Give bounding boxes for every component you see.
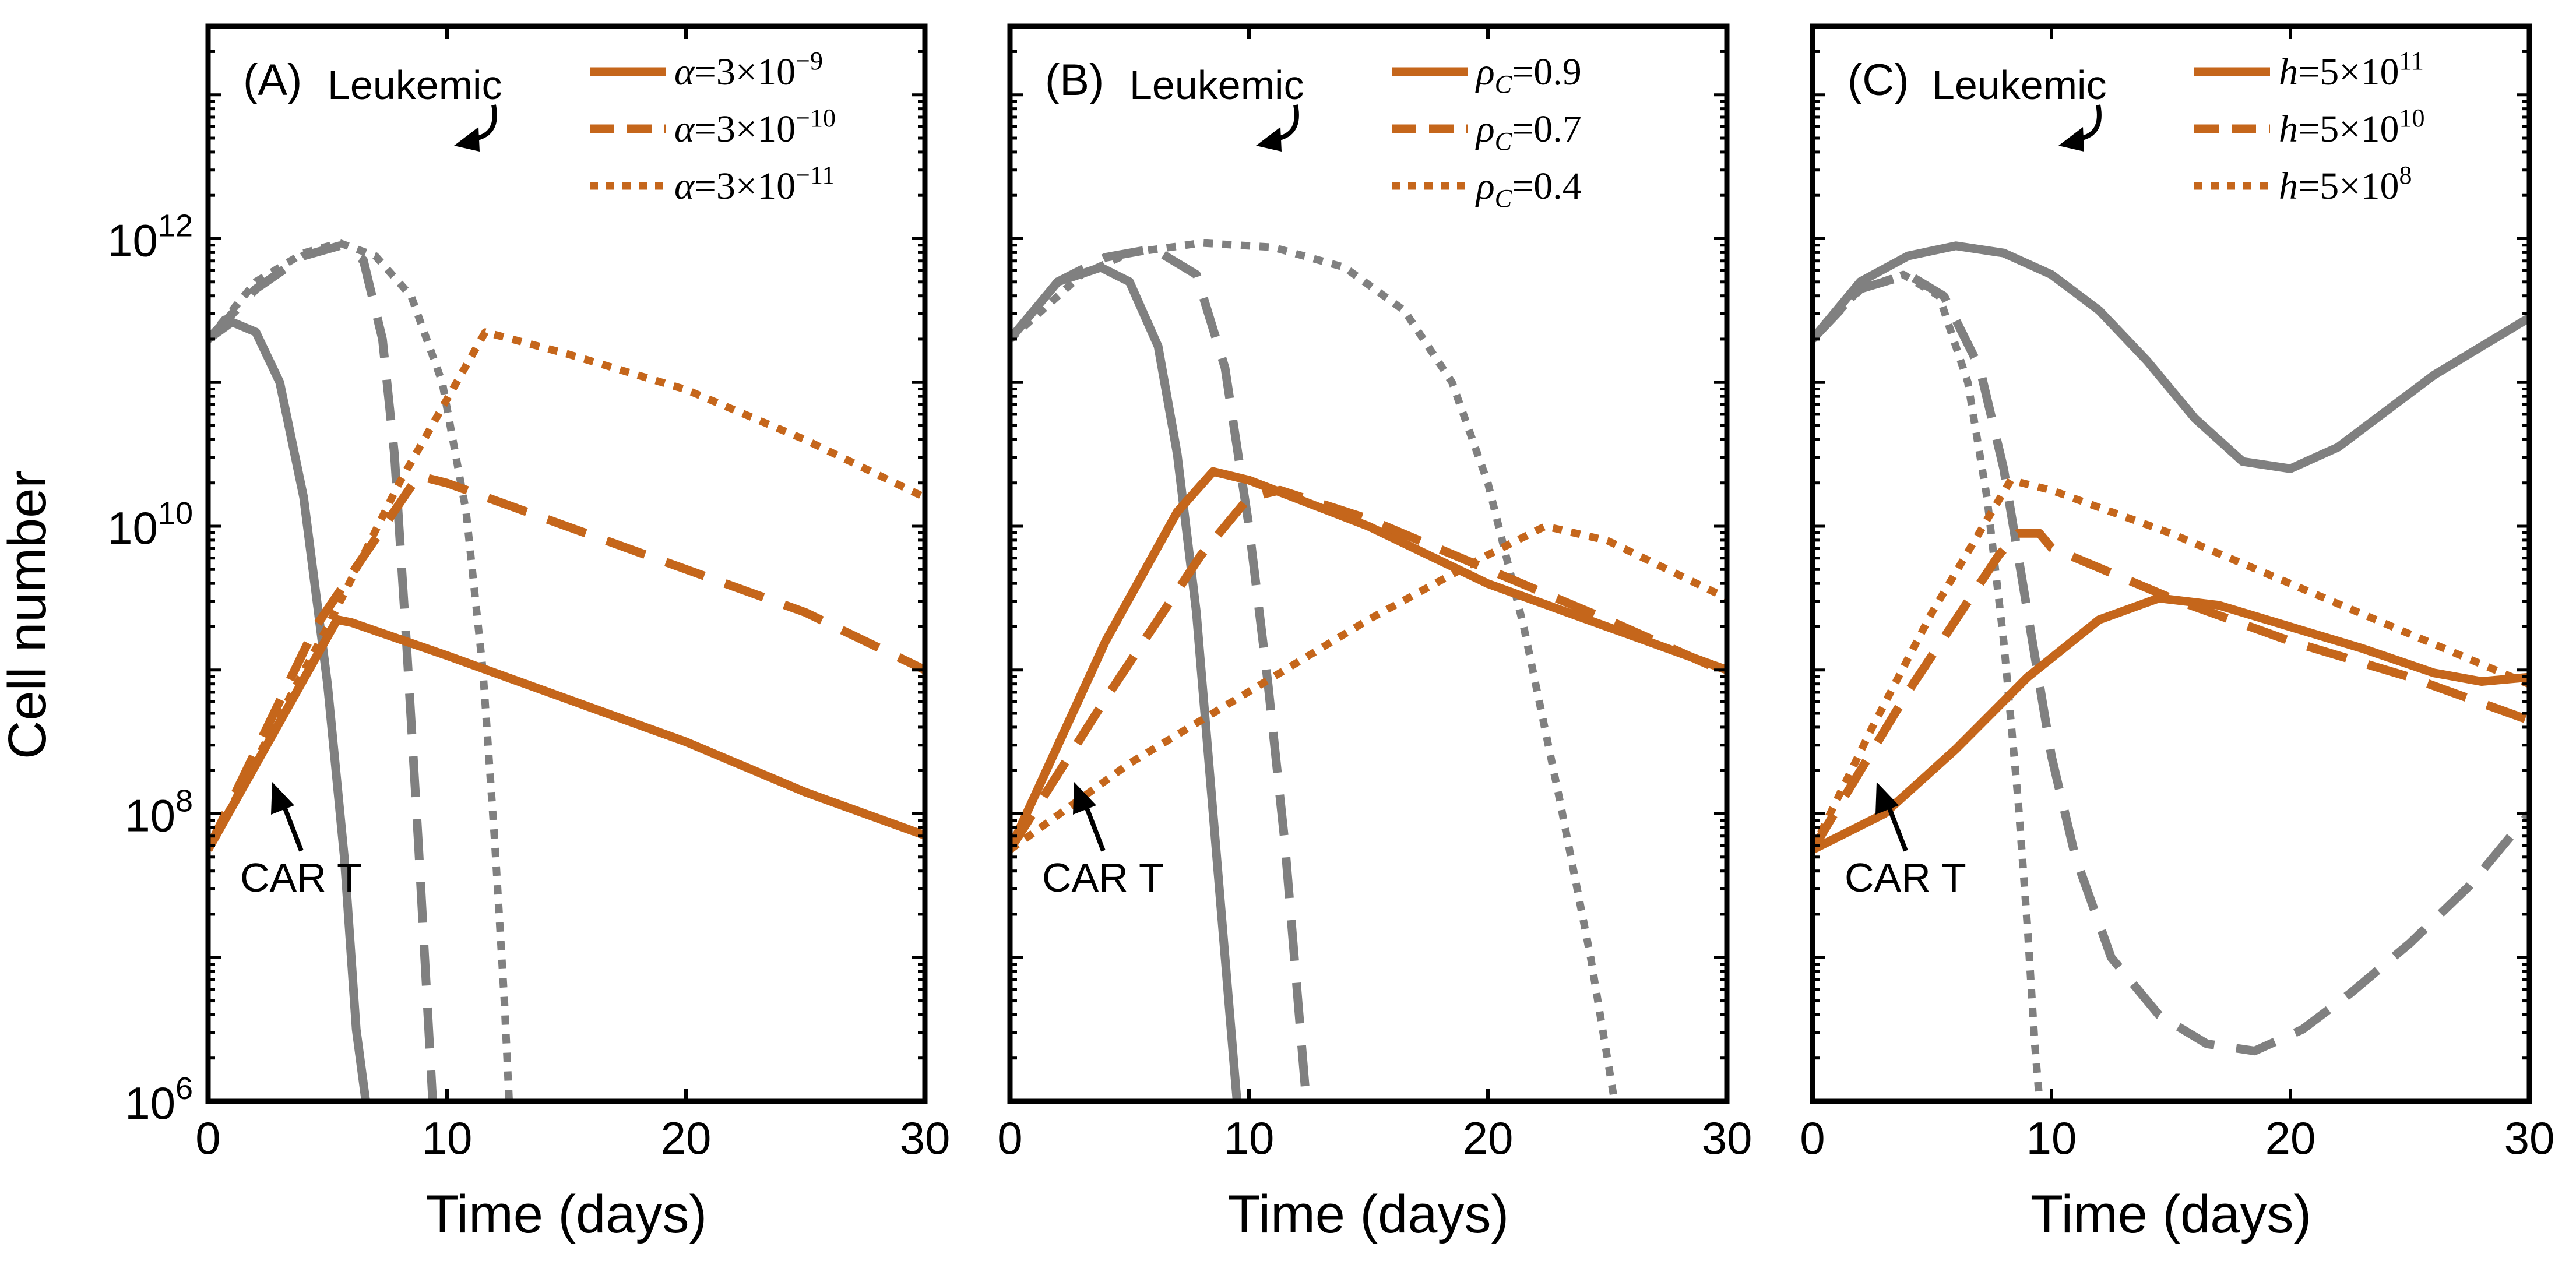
panel-c-legend: h=5×1011 h=5×1010 h=5×108	[2194, 47, 2424, 207]
panel-a-car-t-annotation: CAR T	[240, 855, 362, 900]
panel-a-leukemic-arrow	[474, 104, 497, 141]
panel-c-legend-row: h=5×1011	[2194, 47, 2424, 93]
panel-b-legend: ρC=0.9 ρC=0.7 ρC=0.4	[1392, 51, 1582, 213]
panel-b-frame	[1007, 23, 1730, 1104]
panel-c-ticks: 0 10 20 30	[1800, 24, 2555, 1164]
panel-c-frame	[1810, 23, 2532, 1104]
panel-c-x-tick-label: 10	[2026, 1112, 2077, 1164]
panel-b-x-tick-label: 0	[997, 1112, 1022, 1164]
panel-b-series-leukemic-dashed	[1010, 244, 1311, 1101]
panel-c-car-t-arrow	[1886, 804, 1908, 852]
panel-a-x-tick-label: 30	[900, 1112, 951, 1164]
panel-a-leukemic-arrowhead	[454, 127, 480, 152]
panel-b-x-tick-label: 10	[1224, 1112, 1275, 1164]
panel-c-legend-row: h=5×108	[2194, 161, 2412, 207]
panel-b-car-t-arrow	[1083, 804, 1106, 852]
panel-b-legend-label: ρC=0.4	[1475, 165, 1582, 213]
panel-b-series-car-t-dashed	[1010, 485, 1727, 853]
panel-c-series-car-t-dashed	[1813, 529, 2529, 853]
panel-c-legend-label: h=5×108	[2279, 161, 2412, 207]
y-tick-label: 108	[125, 783, 193, 841]
y-tick-exp: 6	[175, 1071, 193, 1106]
panel-c-series	[1813, 241, 2529, 1101]
y-axis-label: Cell number	[0, 470, 57, 759]
panel-c-x-tick-label: 30	[2504, 1112, 2555, 1164]
panel-a-legend-row: α=3×10−10	[590, 104, 836, 150]
panel-a-x-tick-label: 20	[661, 1112, 712, 1164]
panel-b-car-t-annotation: CAR T	[1042, 855, 1164, 900]
panel-a-car-t-arrowhead	[271, 782, 294, 815]
y-tick-label: 106	[125, 1071, 193, 1129]
y-tick-base: 10	[125, 790, 175, 841]
panel-a-legend: α=3×10−9 α=3×10−10 α=3×10−11	[590, 47, 836, 207]
panel-b-legend-row: ρC=0.7	[1392, 108, 1582, 156]
panel-a-legend-row: α=3×10−9	[590, 47, 823, 93]
panel-a-frame	[205, 23, 928, 1104]
panel-b-legend-row: ρC=0.9	[1392, 51, 1582, 98]
panel-b-x-tick-label: 30	[1702, 1112, 1752, 1164]
panel-b: 0 10 20 30 (B) Leukemic CAR T ρC=0.9 ρC=0.7…	[997, 23, 1752, 1244]
panel-c-x-tick-label: 0	[1800, 1112, 1825, 1164]
panel-b-series	[1010, 239, 1727, 1101]
panel-b-tag: (B)	[1045, 55, 1104, 105]
panel-b-series-car-t-dotted	[1010, 522, 1727, 853]
panel-a-series-leukemic-dotted	[208, 239, 513, 1101]
panel-a-car-t-arrow	[281, 804, 304, 852]
panel-a-series-car-t-dotted	[208, 328, 925, 852]
panel-b-legend-label: ρC=0.7	[1475, 108, 1582, 156]
panel-c-series-leukemic-solid	[1813, 241, 2529, 473]
panel-c-tag: (C)	[1847, 55, 1909, 105]
panel-a-tag: (A)	[243, 55, 302, 105]
panel-a-x-axis-label: Time (days)	[426, 1185, 707, 1244]
panel-b-series-car-t-solid	[1010, 467, 1727, 852]
panel-a-legend-row: α=3×10−11	[590, 161, 835, 207]
panel-c-x-axis-label: Time (days)	[2030, 1185, 2311, 1244]
panel-a-legend-label: α=3×10−10	[674, 104, 836, 150]
panel-c-car-t-arrowhead	[1875, 782, 1899, 815]
panel-c-legend-label: h=5×1010	[2279, 104, 2424, 150]
panel-c-leukemic-arrow	[2079, 104, 2102, 141]
panel-a-leukemic-annotation: Leukemic	[328, 62, 502, 108]
panel-b-car-t-arrowhead	[1073, 782, 1096, 815]
panel-a-x-tick-label: 10	[422, 1112, 473, 1164]
panel-c-series-car-t-solid	[1813, 593, 2529, 854]
y-tick-exp: 10	[158, 496, 193, 531]
panel-b-series-leukemic-dotted	[1010, 239, 1618, 1101]
y-tick-label: 1010	[107, 496, 193, 554]
panel-b-leukemic-arrowhead	[1256, 127, 1282, 152]
panel-c-series-leukemic-dotted	[1813, 270, 2043, 1101]
panel-b-x-tick-label: 20	[1463, 1112, 1514, 1164]
panel-a-series-car-t-dashed	[208, 471, 925, 852]
panel-c-x-tick-label: 20	[2265, 1112, 2316, 1164]
panel-b-legend-label: ρC=0.9	[1475, 51, 1582, 98]
panel-a-series-leukemic-dashed	[208, 241, 437, 1101]
panel-a-series-car-t-solid	[208, 615, 925, 852]
y-tick-exp: 8	[175, 783, 193, 818]
panel-c-legend-row: h=5×1010	[2194, 104, 2424, 150]
panel-a-series-leukemic-solid	[208, 318, 371, 1101]
panel-a-legend-label: α=3×10−11	[674, 161, 835, 207]
panel-c-legend-label: h=5×1011	[2279, 47, 2424, 93]
panel-a-x-tick-label: 0	[195, 1112, 220, 1164]
y-tick-exp: 12	[158, 208, 193, 243]
y-tick-base: 10	[107, 214, 158, 266]
panel-c-leukemic-annotation: Leukemic	[1932, 62, 2107, 108]
panel-c-leukemic-arrowhead	[2058, 127, 2084, 152]
panel-a-legend-label: α=3×10−9	[674, 47, 823, 93]
y-tick-base: 10	[107, 502, 158, 554]
panel-c-car-t-annotation: CAR T	[1845, 855, 1966, 900]
y-tick-base: 10	[125, 1077, 175, 1129]
panel-b-legend-row: ρC=0.4	[1392, 165, 1582, 213]
panel-a-series	[208, 239, 925, 1101]
y-tick-label: 1012	[107, 208, 193, 266]
panel-b-leukemic-annotation: Leukemic	[1129, 62, 1304, 108]
panel-c: 0 10 20 30 (C) Leukemic CAR T h=5×1011 h=5×…	[1800, 23, 2555, 1244]
panel-b-ticks: 0 10 20 30	[997, 24, 1752, 1164]
panel-b-x-axis-label: Time (days)	[1228, 1185, 1509, 1244]
panel-b-leukemic-arrow	[1276, 104, 1299, 141]
